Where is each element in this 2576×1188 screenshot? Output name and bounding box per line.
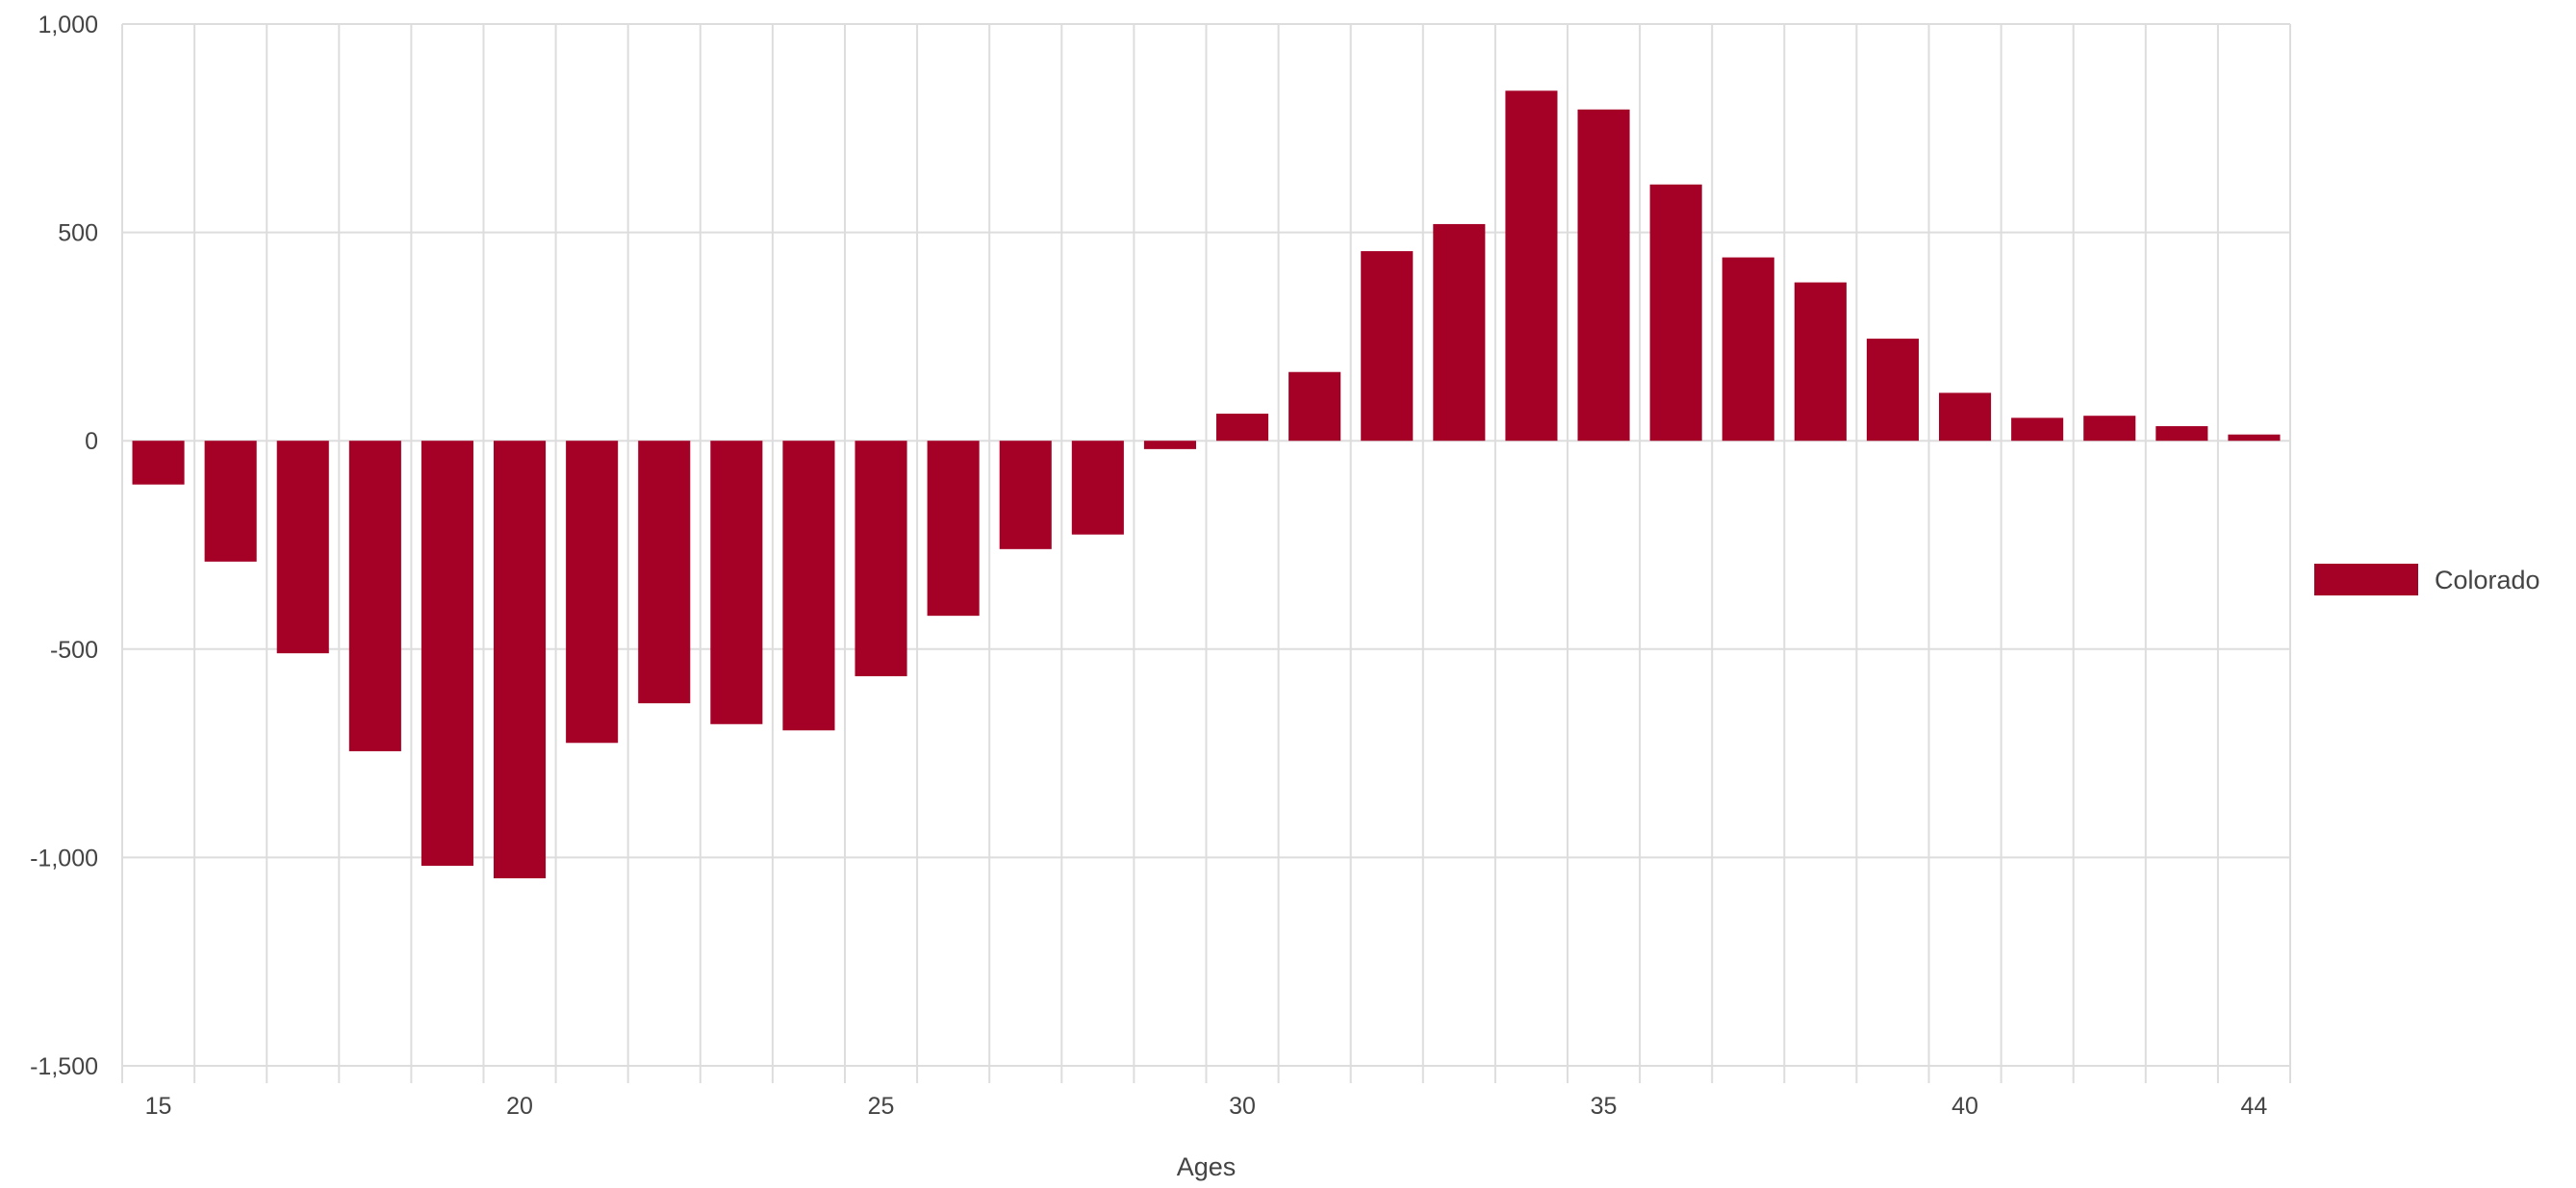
bar-age-20[interactable] <box>494 441 547 879</box>
bar-age-34[interactable] <box>1505 90 1558 442</box>
y-tick-label: -1,500 <box>30 1053 98 1080</box>
x-tick-label: 25 <box>868 1093 895 1120</box>
bar-age-16[interactable] <box>204 441 257 562</box>
bar-age-44[interactable] <box>2228 434 2281 442</box>
y-tick-label: -500 <box>50 637 98 664</box>
x-tick-label: 20 <box>506 1093 533 1120</box>
x-axis: Ages 15 20 25 30 35 40 44 <box>145 1093 2268 1181</box>
bar-age-37[interactable] <box>1722 257 1774 442</box>
y-tick-label: -1,000 <box>30 845 98 872</box>
x-tick-label: 40 <box>1951 1093 1978 1120</box>
bar-age-26[interactable] <box>927 441 980 617</box>
bar-age-31[interactable] <box>1288 371 1341 442</box>
bar-age-28[interactable] <box>1071 441 1124 535</box>
x-tick-label: 15 <box>145 1093 172 1120</box>
x-axis-title: Ages <box>1177 1152 1237 1181</box>
bar-age-32[interactable] <box>1361 251 1414 442</box>
bar-age-30[interactable] <box>1216 414 1269 442</box>
bars <box>132 90 2281 879</box>
bar-age-40[interactable] <box>1939 392 1992 442</box>
legend[interactable]: Colorado <box>2314 564 2540 595</box>
y-tick-label: 0 <box>85 428 98 455</box>
y-tick-label: 500 <box>58 220 98 247</box>
bar-age-29[interactable] <box>1143 441 1196 449</box>
x-tick-label: 35 <box>1591 1093 1618 1120</box>
bar-age-21[interactable] <box>566 441 619 744</box>
legend-swatch-colorado[interactable] <box>2314 564 2418 595</box>
bar-age-23[interactable] <box>710 441 763 724</box>
bar-age-41[interactable] <box>2011 417 2064 442</box>
bar-age-39[interactable] <box>1866 339 1919 442</box>
bar-age-17[interactable] <box>276 441 329 654</box>
bar-age-19[interactable] <box>421 441 473 867</box>
bar-age-27[interactable] <box>999 441 1052 549</box>
bar-age-33[interactable] <box>1433 223 1486 442</box>
bar-age-24[interactable] <box>782 441 835 731</box>
bar-age-35[interactable] <box>1577 109 1630 442</box>
bar-age-25[interactable] <box>854 441 907 676</box>
bar-age-36[interactable] <box>1649 184 1702 442</box>
bar-age-18[interactable] <box>348 441 401 751</box>
x-tick-label: 44 <box>2241 1093 2268 1120</box>
legend-label-colorado[interactable]: Colorado <box>2435 566 2540 594</box>
grid-lines <box>121 23 2291 1083</box>
bar-age-15[interactable] <box>132 441 185 485</box>
y-tick-label: 1,000 <box>38 12 98 38</box>
bar-age-43[interactable] <box>2155 426 2208 442</box>
y-axis: 1,000 500 0 -500 -1,000 -1,500 <box>30 12 98 1080</box>
bar-age-42[interactable] <box>2083 416 2136 442</box>
bar-age-38[interactable] <box>1794 282 1847 442</box>
bar-age-22[interactable] <box>638 441 691 704</box>
x-tick-label: 30 <box>1229 1093 1256 1120</box>
